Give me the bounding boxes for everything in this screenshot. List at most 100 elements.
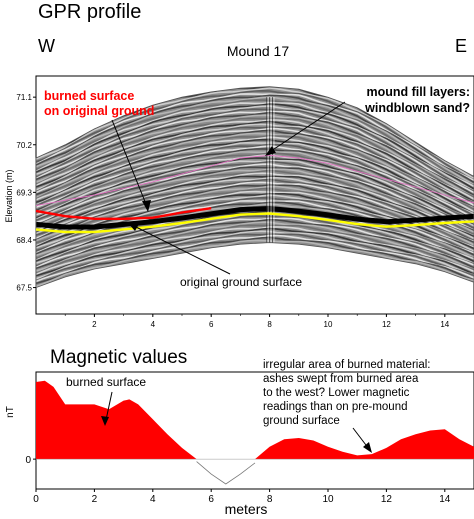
- gpr-x-tick-label: 12: [382, 320, 391, 329]
- magnetic-series: [36, 380, 474, 485]
- annotation-mag-irregular: irregular area of burned material: ashes…: [263, 359, 430, 453]
- annotation-mound-fill-line1: mound fill layers:: [367, 85, 471, 99]
- radargram-streak: [36, 201, 474, 256]
- radargram-streak: [36, 218, 474, 270]
- radargram-streak: [36, 87, 474, 180]
- gpr-x-tick-label: 8: [267, 320, 272, 329]
- radargram-streak: [36, 172, 474, 237]
- magnetic-x-tick-label: 14: [439, 494, 451, 505]
- gpr-series-line-0: [35, 207, 212, 220]
- annotation-mound-fill-line2: windblown sand?: [364, 101, 470, 115]
- magnetic-y-ticks: 0: [25, 455, 36, 466]
- radargram-streak: [36, 230, 474, 280]
- radargram-streak: [36, 105, 474, 192]
- gpr-x-tick-label: 4: [151, 320, 156, 329]
- annotation-mound-fill: mound fill layers: windblown sand?: [265, 85, 470, 156]
- radargram-streak: [36, 236, 474, 285]
- gpr-y-tick-label: 70.2: [16, 141, 32, 150]
- radargram-streak: [36, 89, 474, 181]
- gpr-x-tick-label: 14: [440, 320, 449, 329]
- radargram-streak: [36, 111, 474, 196]
- gpr-y-ticks: 71.1 70.2 69.3 68.4 67.5: [16, 93, 36, 293]
- radargram-streak: [36, 101, 474, 188]
- radargram-streak: [36, 154, 474, 225]
- radargram-streak: [36, 177, 474, 240]
- magnetic-x-axis-label: meters: [225, 501, 268, 517]
- radargram-streak: [36, 184, 474, 243]
- annotation-original-ground-arrow-line: [129, 223, 231, 275]
- gpr-x-tick-label: 10: [324, 320, 333, 329]
- gpr-x-ticks: 2 4 6 8 10 12 14: [64, 314, 450, 329]
- radargram-streak: [36, 94, 474, 184]
- gpr-series: [35, 154, 474, 234]
- annotation-burned-surface: burned surface on original ground: [44, 89, 154, 212]
- magnetic-x-tick-label: 8: [267, 494, 273, 505]
- annotation-mag-burned-surface: burned surface: [66, 375, 146, 426]
- radargram-streak: [36, 163, 474, 231]
- annotation-mound-fill-arrowhead: [265, 146, 276, 156]
- gpr-series-line-1: [35, 212, 474, 234]
- radargram-streak: [36, 178, 474, 242]
- radargram-streak: [36, 127, 474, 207]
- magnetic-positive-area: [36, 380, 474, 460]
- annotation-burned-surface-line1: burned surface: [44, 89, 134, 103]
- gpr-y-tick-label: 68.4: [16, 236, 32, 245]
- radargram-streak: [36, 126, 474, 204]
- radargram-streak: [36, 117, 474, 198]
- radargram-streak: [36, 221, 474, 272]
- gpr-series-line-2: [35, 154, 474, 207]
- radargram-streak: [36, 119, 474, 200]
- radargram-streak: [36, 151, 474, 221]
- radargram-streak: [36, 233, 474, 282]
- radargram-streak: [36, 120, 474, 203]
- magnetic-title: Magnetic values: [50, 347, 187, 368]
- magnetic-x-tick-label: 0: [33, 494, 39, 505]
- radargram-streak: [36, 185, 474, 246]
- gpr-x-tick-label: 6: [209, 320, 214, 329]
- magnetic-x-tick-label: 10: [322, 494, 334, 505]
- magnetic-x-ticks: 0 2 4 6 8 10 12 14: [33, 489, 451, 505]
- annotation-original-ground: original ground surface: [127, 222, 302, 289]
- radargram-streak: [36, 110, 474, 194]
- radargram-streak: [36, 129, 474, 209]
- annotation-mag-burned-surface-arrowhead: [101, 416, 109, 426]
- radargram-streak: [36, 135, 474, 210]
- radargram-streak: [36, 114, 474, 198]
- direction-west: W: [38, 36, 55, 56]
- gpr-title: GPR profile: [38, 1, 141, 23]
- radargram-streak: [36, 138, 474, 214]
- gpr-y-tick-label: 69.3: [16, 188, 32, 197]
- gpr-subtitle: Mound 17: [227, 43, 289, 59]
- radargram-streak: [36, 148, 474, 220]
- magnetic-y-tick-label: 0: [25, 455, 31, 466]
- radargram-streak: [36, 123, 474, 203]
- magnetic-x-tick-label: 2: [92, 494, 98, 505]
- radargram-streak: [36, 103, 474, 190]
- mound-outline: [35, 86, 474, 289]
- annotation-mag-irregular-arrowhead: [363, 442, 372, 453]
- magnetic-x-tick-label: 12: [381, 494, 393, 505]
- magnetic-x-tick-label: 4: [150, 494, 156, 505]
- annotation-mag-irregular-line2: ashes swept from burned area: [263, 373, 419, 385]
- annotation-original-ground-label: original ground surface: [180, 275, 302, 289]
- radargram-streak: [36, 169, 474, 236]
- gpr-y-tick-label: 67.5: [16, 284, 32, 293]
- radargram-streak: [36, 234, 474, 283]
- radargram-strong-reflector: [36, 205, 474, 230]
- radargram-streak: [36, 227, 474, 277]
- radargram-streak: [36, 210, 474, 263]
- annotation-mound-fill-arrow-line: [267, 101, 346, 154]
- annotation-burned-surface-arrow-line: [111, 119, 149, 210]
- radargram-streak: [36, 143, 474, 217]
- annotation-burned-surface-line2: on original ground: [44, 104, 154, 118]
- annotation-mag-irregular-line5: ground surface: [263, 415, 340, 427]
- annotation-mag-irregular-line4: readings than on pre-mound: [263, 401, 408, 413]
- annotation-burned-surface-arrowhead: [142, 200, 151, 212]
- annotation-original-ground-arrowhead: [127, 222, 139, 231]
- radargram-streak: [36, 175, 474, 237]
- annotation-mag-irregular-line3: to the west? Lower magnetic: [263, 387, 410, 399]
- radargram-streak: [36, 159, 474, 227]
- magnetic-x-tick-label: 6: [208, 494, 214, 505]
- radargram-streak: [36, 136, 474, 213]
